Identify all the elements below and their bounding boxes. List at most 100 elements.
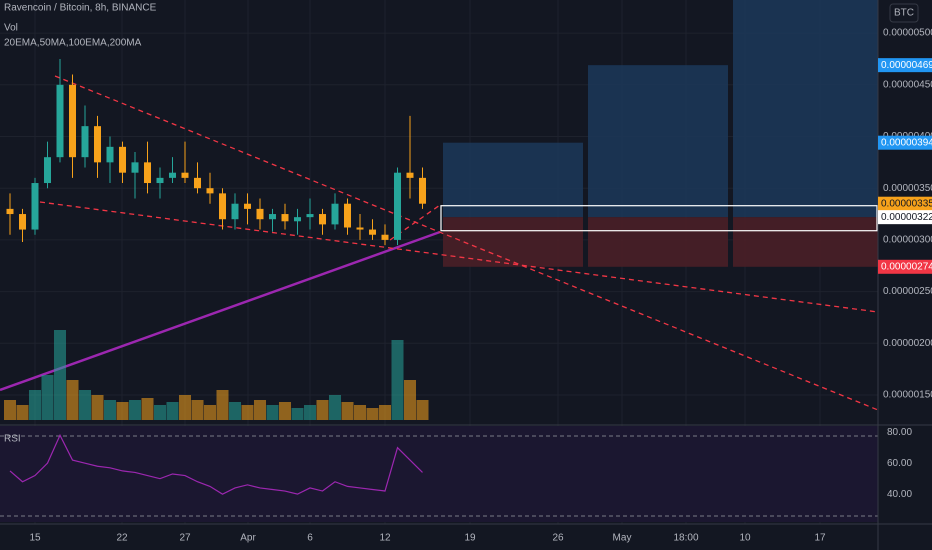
candle-body	[56, 84, 64, 158]
candle-body	[156, 177, 164, 184]
loss-zone	[443, 217, 583, 267]
entry-box	[440, 205, 878, 232]
profit-zone	[588, 65, 728, 218]
x-tick-label: 22	[116, 533, 128, 544]
price-tag-label: 0.00000394	[881, 137, 932, 148]
rsi-tick-label: 40.00	[887, 489, 912, 500]
volume-bar	[41, 375, 54, 420]
volume-bar	[229, 402, 241, 420]
volume-bar	[404, 380, 416, 420]
y-tick-label: 0.00000350	[883, 183, 932, 194]
candle-body	[31, 183, 39, 230]
indicators-label: 20EMA,50MA,100EMA,200MA	[4, 38, 142, 49]
y-tick-label: 0.00000150	[883, 390, 932, 401]
rsi-label: RSI	[4, 434, 21, 445]
volume-bar	[16, 405, 29, 420]
x-tick-label: 12	[379, 533, 391, 544]
candle-body	[294, 217, 301, 222]
volume-bar	[29, 390, 41, 420]
price-tag	[878, 196, 932, 211]
candle-body	[419, 177, 426, 204]
price-tag	[878, 259, 932, 274]
candle-body	[169, 172, 176, 178]
price-tag-label: 0.00000322	[881, 212, 932, 223]
currency-button[interactable]	[889, 3, 919, 23]
volume-bar	[354, 405, 366, 420]
candle-body	[69, 84, 76, 158]
rsi-line	[9, 433, 423, 495]
x-tick-label: 6	[307, 533, 313, 544]
volume-bar	[304, 405, 316, 420]
candle-body	[406, 172, 414, 178]
volume-label: Vol	[4, 23, 18, 34]
candle-body	[94, 126, 101, 163]
candle-body	[119, 146, 126, 173]
volume-bar	[266, 405, 279, 420]
y-tick-label: 0.00000200	[883, 338, 932, 349]
candle-body	[281, 214, 289, 222]
price-tag-label: 0.00000274	[881, 261, 932, 272]
volume-bar	[204, 405, 216, 420]
loss-zone	[588, 217, 728, 267]
volume-bar	[179, 395, 191, 420]
volume-bar	[141, 398, 154, 420]
candle-body	[269, 214, 276, 220]
loss-zone	[733, 217, 878, 267]
symbol-title: Ravencoin / Bitcoin, 8h, BINANCE	[4, 3, 157, 14]
volume-bar	[279, 402, 291, 420]
rsi-tick-label: 60.00	[887, 458, 912, 469]
candle-body	[106, 146, 114, 163]
volume-bar	[116, 402, 129, 420]
y-tick-label: 0.00000250	[883, 286, 932, 297]
x-tick-label: 17	[814, 533, 826, 544]
candle-body	[244, 203, 251, 209]
x-tick-label: May	[613, 533, 632, 544]
volume-bar	[391, 340, 404, 420]
candle-body	[131, 162, 139, 173]
volume-bar	[366, 408, 379, 420]
candle-body	[356, 227, 364, 230]
x-tick-label: 10	[739, 533, 751, 544]
candle-body	[306, 214, 314, 218]
candle-body	[369, 229, 376, 235]
volume-bar	[291, 408, 304, 420]
profit-zone	[733, 0, 878, 218]
x-tick-label: 18:00	[673, 533, 698, 544]
x-tick-label: 26	[552, 533, 564, 544]
volume-bar	[379, 405, 391, 420]
volume-bar	[79, 390, 91, 420]
candle-body	[344, 203, 351, 228]
candle-body	[381, 234, 389, 240]
candle-body	[219, 193, 226, 220]
moving-average	[0, 230, 441, 392]
volume-bar	[154, 405, 166, 420]
candle-body	[81, 126, 89, 158]
volume-bar	[66, 380, 79, 420]
rsi-pane	[0, 426, 878, 522]
volume-bar	[4, 400, 16, 420]
x-tick-label: 15	[29, 533, 41, 544]
volume-bar	[254, 400, 266, 420]
price-tag-label: 0.00000469	[881, 60, 932, 71]
volume-bar	[416, 400, 429, 420]
candle-body	[231, 203, 239, 220]
price-tag	[878, 58, 932, 73]
candle-body	[206, 188, 214, 194]
x-tick-label: 19	[464, 533, 476, 544]
candle-body	[331, 203, 339, 225]
rsi-tick-label: 80.00	[887, 427, 912, 438]
price-tag	[878, 210, 932, 225]
x-tick-label: 27	[179, 533, 191, 544]
candle-body	[394, 172, 401, 240]
x-tick-label: Apr	[240, 533, 256, 544]
volume-bar	[166, 402, 179, 420]
candle-body	[6, 208, 14, 215]
candle-body	[19, 214, 26, 230]
volume-bar	[91, 395, 104, 420]
volume-bar	[54, 330, 66, 420]
price-tag-label: 0.00000335	[881, 198, 932, 209]
candle-body	[194, 177, 201, 189]
currency-button-label[interactable]: BTC	[894, 8, 914, 19]
volume-bar	[241, 405, 254, 420]
